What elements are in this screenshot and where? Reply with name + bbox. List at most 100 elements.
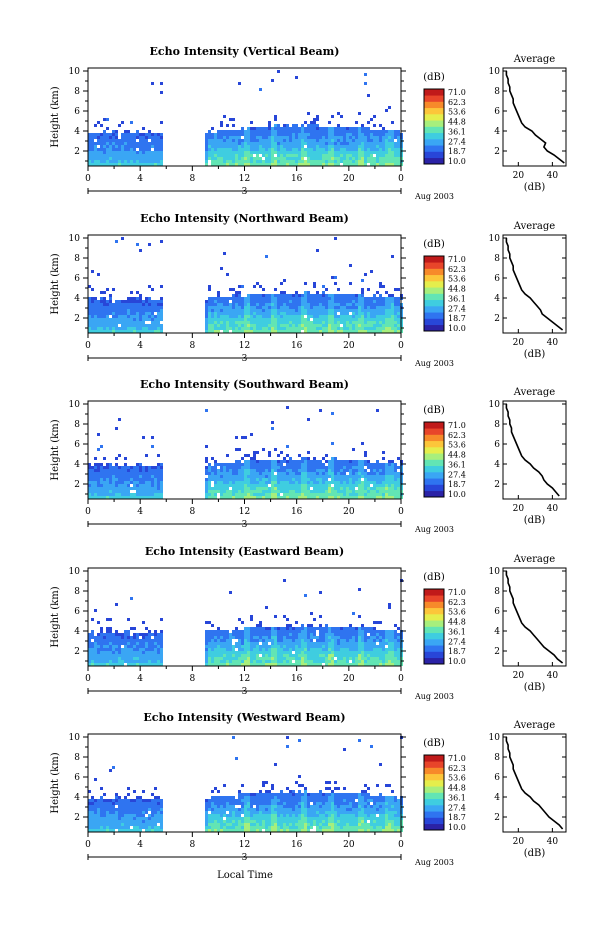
heatmap-cell [325, 481, 328, 484]
heatmap-cell [112, 660, 115, 663]
heatmap-cell [328, 303, 331, 306]
heatmap-cell [112, 327, 115, 330]
heatmap-cell [343, 297, 346, 300]
heatmap-cell [316, 481, 319, 484]
heatmap-cell [358, 630, 361, 633]
heatmap-cell [286, 145, 289, 148]
heatmap-cell [382, 457, 385, 460]
heatmap-cell [346, 648, 349, 651]
heatmap-cell [133, 324, 136, 327]
heatmap-cell [397, 663, 400, 666]
heatmap-cell [97, 645, 100, 648]
colorbar-label: 27.4 [448, 304, 466, 313]
heatmap-cell [355, 309, 358, 312]
heatmap-cell [304, 151, 307, 154]
heatmap-cell [97, 639, 100, 642]
heatmap-cell [298, 139, 301, 142]
heatmap-cell [124, 136, 127, 139]
heatmap-cell [115, 472, 118, 475]
heatmap-cell [127, 648, 130, 651]
heatmap-cell [220, 654, 223, 657]
heatmap-cell [253, 633, 256, 636]
heatmap-cell [220, 130, 223, 133]
heatmap-cell [397, 478, 400, 481]
heatmap-cell [385, 487, 388, 490]
heatmap-cell [250, 139, 253, 142]
heatmap-cell [340, 493, 343, 496]
heatmap-cell [343, 151, 346, 154]
heatmap-cell [319, 475, 322, 478]
heatmap-cell [259, 660, 262, 663]
heatmap-cell [319, 648, 322, 651]
heatmap-cell [151, 139, 154, 142]
heatmap-cell [274, 460, 277, 463]
heatmap-cell [283, 324, 286, 327]
heatmap-cell [277, 660, 280, 663]
heatmap-cell [226, 312, 229, 315]
colorbar-swatch [424, 447, 444, 454]
heatmap-cell [319, 148, 322, 151]
heatmap-cell [262, 303, 265, 306]
heatmap-cell [133, 142, 136, 145]
heatmap-cell [310, 133, 313, 136]
heatmap-cell [376, 148, 379, 151]
heatmap-cell [244, 654, 247, 657]
heatmap-cell [127, 630, 130, 633]
heatmap-cell [103, 651, 106, 654]
heatmap-cell [121, 154, 124, 157]
heatmap-cell [223, 654, 226, 657]
heatmap-cell [325, 151, 328, 154]
heatmap-cell [136, 639, 139, 642]
heatmap-cell [259, 478, 262, 481]
heatmap-cell [391, 660, 394, 663]
heatmap-cell [133, 484, 136, 487]
heatmap-cell [355, 133, 358, 136]
heatmap-cell [235, 627, 238, 630]
heatmap-cell [130, 597, 133, 600]
heatmap-cell [100, 639, 103, 642]
heatmap-cell [304, 309, 307, 312]
heatmap-cell [148, 493, 151, 496]
heatmap-cell [283, 475, 286, 478]
heatmap-cell [205, 651, 208, 654]
heatmap-cell [160, 654, 163, 657]
heatmap-cell [268, 303, 271, 306]
colorbar-label: 10.0 [448, 157, 466, 166]
heatmap-cell [340, 330, 343, 333]
heatmap-cell [382, 487, 385, 490]
heatmap-cell [223, 300, 226, 303]
panel-title: Echo Intensity (Southward Beam) [140, 378, 349, 391]
heatmap-cell [391, 639, 394, 642]
heatmap-cell [235, 496, 238, 499]
heatmap-cell [397, 642, 400, 645]
heatmap-cell [271, 142, 274, 145]
heatmap-cell [205, 154, 208, 157]
heatmap-cell [217, 303, 220, 306]
heatmap-cell [274, 306, 277, 309]
heatmap-cell [97, 121, 100, 124]
heatmap-cell [277, 145, 280, 148]
heatmap-cell [103, 472, 106, 475]
heatmap-cell [214, 330, 217, 333]
heatmap-cell [208, 660, 211, 663]
heatmap-cell [250, 145, 253, 148]
colorbar-label: 36.1 [448, 127, 466, 136]
heatmap-cell [313, 327, 316, 330]
heatmap-cell [214, 493, 217, 496]
heatmap-cell [154, 136, 157, 139]
heatmap-cell [229, 478, 232, 481]
heatmap-cell [88, 136, 91, 139]
heatmap-cell [232, 157, 235, 160]
heatmap-cell [328, 493, 331, 496]
colorbar-swatch [424, 287, 444, 294]
heatmap-cell [211, 136, 214, 139]
heatmap-cell [262, 297, 265, 300]
heatmap-cell [265, 130, 268, 133]
heatmap-cell [283, 630, 286, 633]
profile-x-label: (dB) [524, 349, 546, 360]
heatmap-cell [295, 660, 298, 663]
heatmap-cell [271, 324, 274, 327]
heatmap-cell [310, 121, 313, 124]
heatmap-cell [91, 484, 94, 487]
heatmap-cell [352, 460, 355, 463]
